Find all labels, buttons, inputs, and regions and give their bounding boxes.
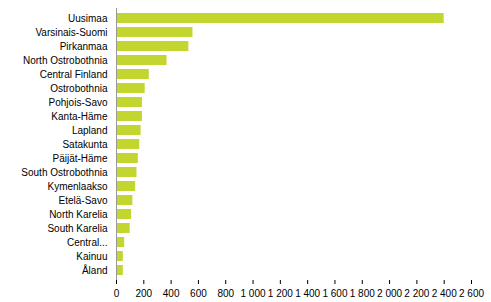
svg-text:Kainuu: Kainuu [76, 251, 107, 262]
svg-text:600: 600 [190, 288, 207, 299]
svg-text:1 200: 1 200 [268, 288, 293, 299]
svg-text:Uusimaa: Uusimaa [68, 13, 108, 24]
svg-text:Päijät-Häme: Päijät-Häme [52, 153, 107, 164]
svg-text:1 400: 1 400 [295, 288, 320, 299]
svg-text:North Ostrobothnia: North Ostrobothnia [23, 55, 108, 66]
svg-text:1 800: 1 800 [350, 288, 375, 299]
svg-text:Åland: Åland [82, 264, 108, 276]
svg-text:Etelä-Savo: Etelä-Savo [59, 195, 108, 206]
svg-text:Pirkanmaa: Pirkanmaa [60, 41, 108, 52]
svg-text:North Karelia: North Karelia [49, 209, 108, 220]
svg-text:2 000: 2 000 [377, 288, 402, 299]
svg-text:0: 0 [114, 288, 120, 299]
svg-text:1 600: 1 600 [322, 288, 347, 299]
svg-text:2 200: 2 200 [404, 288, 429, 299]
svg-text:Kanta-Häme: Kanta-Häme [51, 111, 108, 122]
svg-text:Central...: Central... [67, 237, 108, 248]
svg-text:Pohjois-Savo: Pohjois-Savo [49, 97, 108, 108]
svg-text:Central Finland: Central Finland [40, 69, 108, 80]
svg-text:2 600: 2 600 [459, 288, 484, 299]
svg-text:South Ostrobothnia: South Ostrobothnia [21, 167, 108, 178]
svg-text:Ostrobothnia: Ostrobothnia [50, 83, 108, 94]
svg-text:200: 200 [135, 288, 152, 299]
svg-text:Varsinais-Suomi: Varsinais-Suomi [35, 27, 107, 38]
svg-text:400: 400 [163, 288, 180, 299]
svg-text:Kymenlaakso: Kymenlaakso [47, 181, 107, 192]
svg-text:1 000: 1 000 [241, 288, 266, 299]
svg-text:2 400: 2 400 [432, 288, 457, 299]
svg-text:Lapland: Lapland [72, 125, 108, 136]
svg-text:800: 800 [217, 288, 234, 299]
svg-text:South Karelia: South Karelia [47, 223, 107, 234]
svg-text:Satakunta: Satakunta [62, 139, 107, 150]
